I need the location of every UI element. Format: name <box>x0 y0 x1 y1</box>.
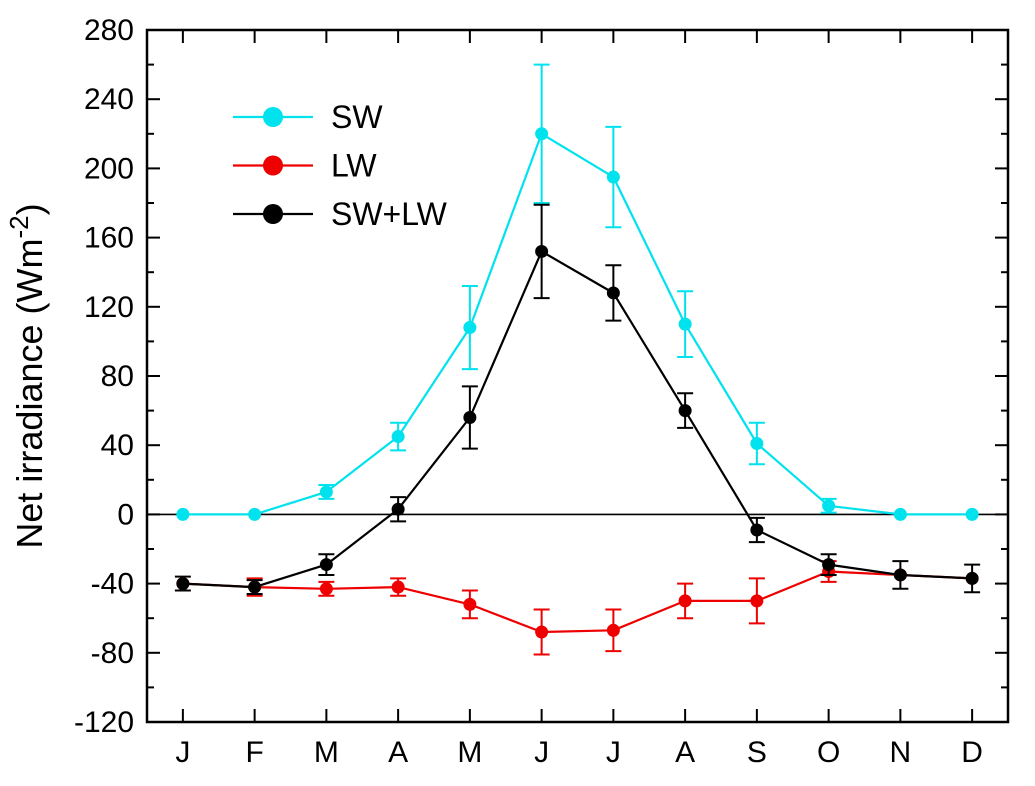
data-point <box>463 411 477 425</box>
y-tick-label: 120 <box>84 291 134 324</box>
y-tick-label: -80 <box>91 637 134 670</box>
plot-frame <box>145 28 1010 724</box>
y-axis-title: Net irradiance (Wm-2) <box>4 203 50 548</box>
data-point <box>319 582 333 596</box>
y-tick-label: 160 <box>84 222 134 255</box>
legend-item-LW: LW <box>233 148 377 184</box>
legend-marker <box>263 107 283 127</box>
x-tick-label: D <box>961 736 983 769</box>
y-tick-label: 0 <box>117 498 134 531</box>
x-tick-label: J <box>175 736 190 769</box>
legend-label: LW <box>331 148 377 184</box>
data-point <box>750 523 764 537</box>
y-tick-label: -120 <box>74 706 134 739</box>
data-point <box>248 580 262 594</box>
data-point <box>606 286 620 300</box>
data-point <box>893 568 907 582</box>
y-tick-label: 80 <box>101 360 134 393</box>
data-point <box>606 623 620 637</box>
data-point <box>535 244 549 258</box>
data-point <box>678 404 692 418</box>
legend: SW LW SW+LW <box>233 99 448 232</box>
data-point <box>463 321 477 335</box>
data-point <box>965 571 979 585</box>
data-point <box>750 436 764 450</box>
legend-item-SW: SW <box>233 99 383 135</box>
legend-marker <box>263 155 283 176</box>
x-tick-label: M <box>457 736 482 769</box>
x-tick-label: A <box>388 736 408 769</box>
x-tick-label: A <box>675 736 695 769</box>
data-point <box>750 594 764 608</box>
y-tick-label: 240 <box>84 83 134 116</box>
x-tick-label: S <box>747 736 767 769</box>
data-point <box>965 507 979 521</box>
x-tick-label: J <box>534 736 549 769</box>
data-point <box>822 499 836 513</box>
series-line <box>182 132 973 516</box>
data-point <box>678 594 692 608</box>
data-point <box>319 485 333 499</box>
data-point <box>248 507 262 521</box>
data-point <box>319 558 333 572</box>
data-point <box>463 597 477 611</box>
data-point <box>678 317 692 331</box>
x-tick-label: O <box>817 736 840 769</box>
series-line <box>182 250 973 589</box>
data-point <box>176 577 190 591</box>
legend-item-SW+LW: SW+LW <box>233 196 448 232</box>
x-tick-label: M <box>314 736 339 769</box>
legend-label: SW+LW <box>331 196 448 232</box>
data-point <box>391 430 405 444</box>
y-tick-label: 280 <box>84 14 134 47</box>
data-point <box>606 170 620 184</box>
data-point <box>391 580 405 594</box>
x-tick-label: F <box>245 736 263 769</box>
data-point <box>391 502 405 516</box>
data-point <box>535 127 549 141</box>
data-point <box>176 507 190 521</box>
legend-label: SW <box>331 99 383 135</box>
data-point <box>535 625 549 639</box>
y-tick-label: -40 <box>91 568 134 601</box>
x-tick-label: J <box>606 736 621 769</box>
y-tick-label: 200 <box>84 152 134 185</box>
data-point <box>893 507 907 521</box>
y-tick-label: 40 <box>101 429 134 462</box>
series-line <box>182 570 973 634</box>
series-SW <box>176 63 979 521</box>
series-SW+LW <box>174 203 981 595</box>
data-point <box>822 558 836 572</box>
legend-marker <box>263 204 283 224</box>
x-tick-label: N <box>890 736 912 769</box>
